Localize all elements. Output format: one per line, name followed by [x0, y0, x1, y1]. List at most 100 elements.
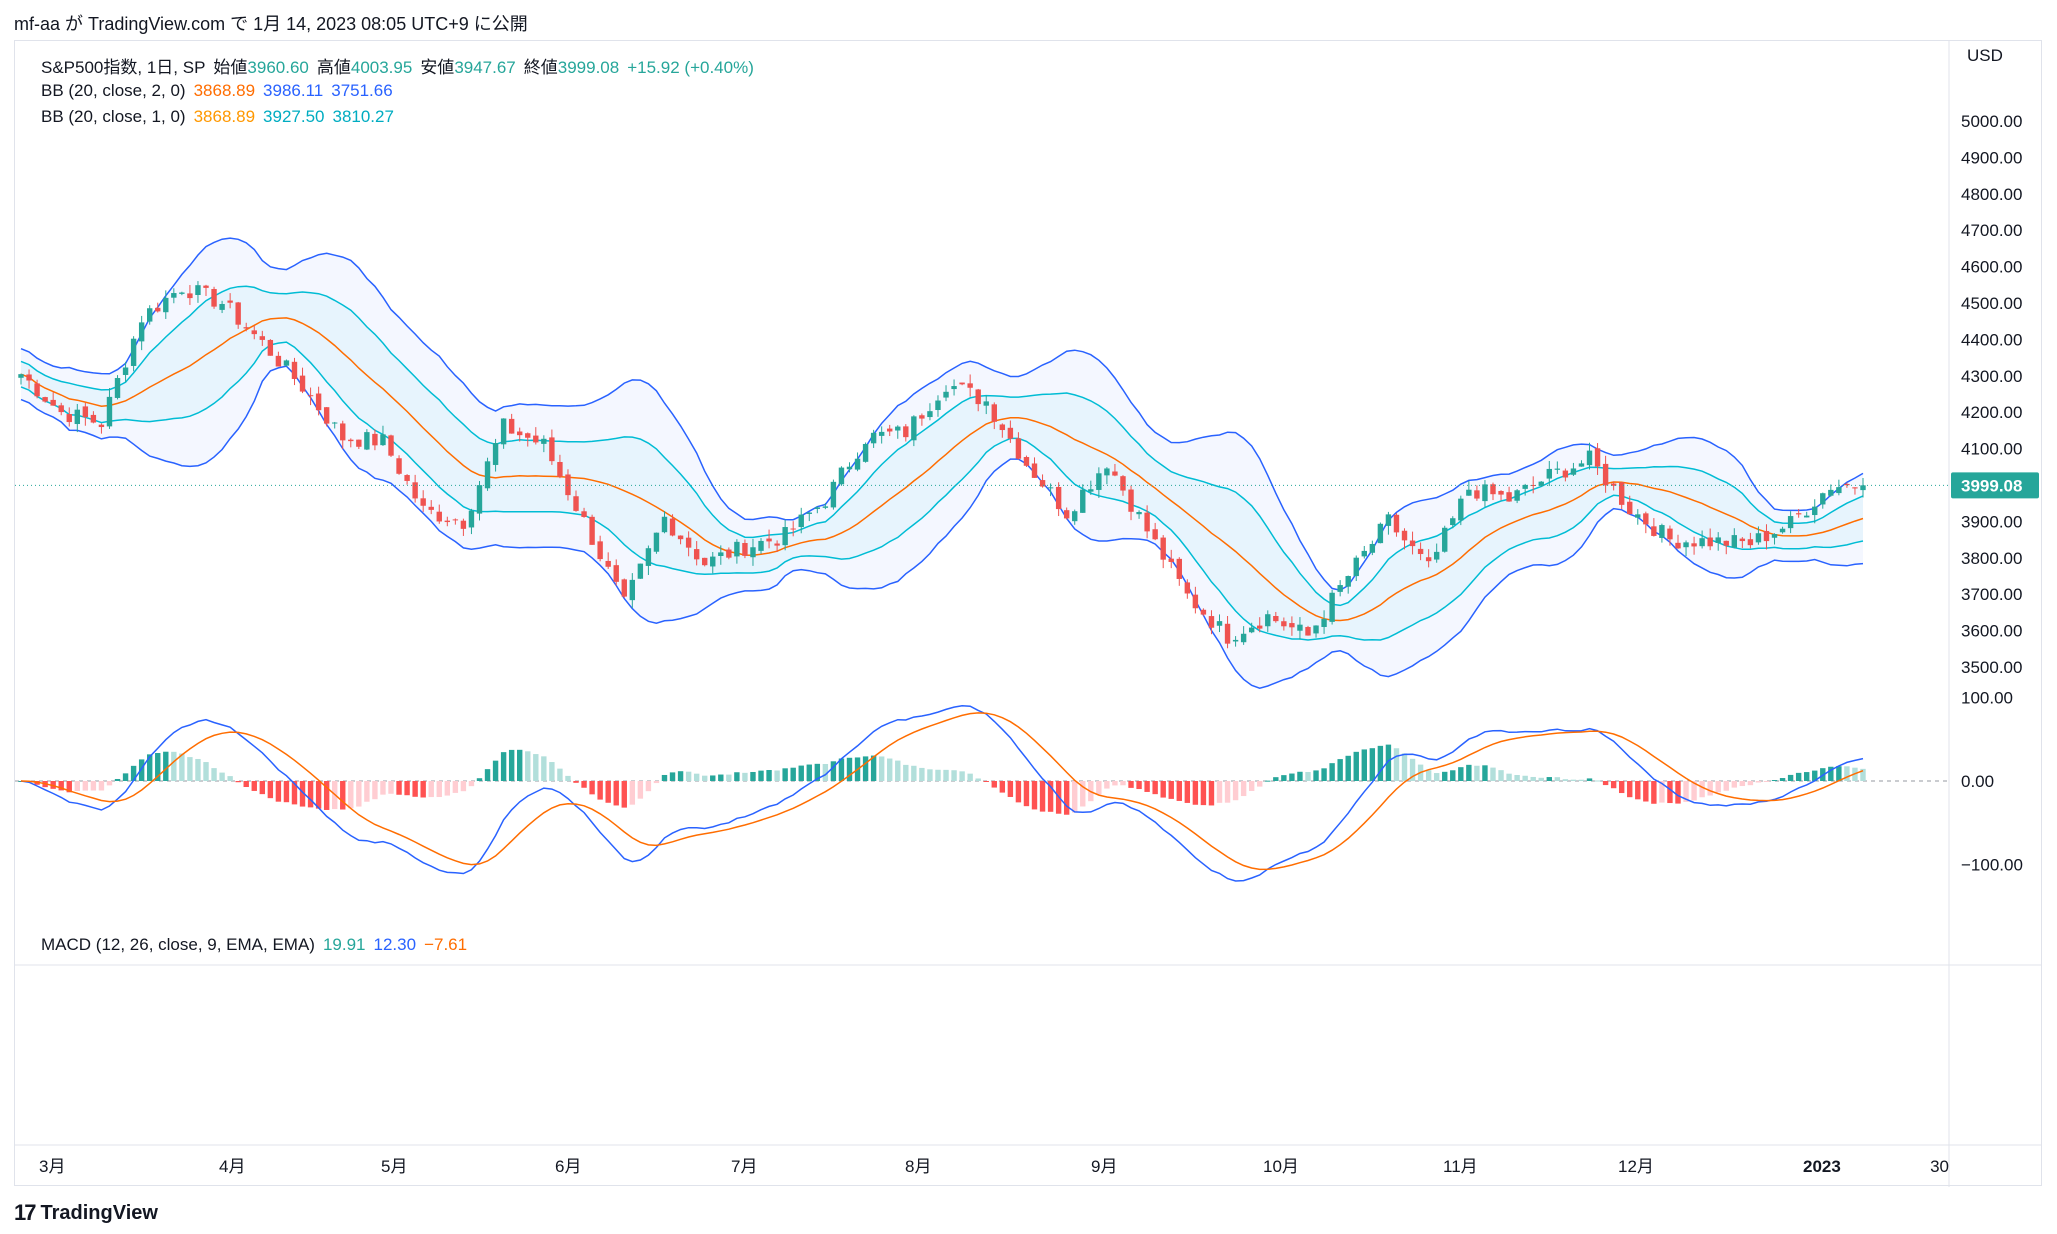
- macd-hist-bar: [605, 781, 611, 803]
- candle-body: [388, 435, 394, 456]
- candle-body: [1715, 537, 1721, 543]
- publish-header: mf-aa が TradingView.com で 1月 14, 2023 08…: [14, 14, 528, 34]
- macd-hist-bar: [1490, 767, 1496, 781]
- candle-body: [1240, 633, 1247, 643]
- chart-frame[interactable]: 3999.08 USD 5000.00 4900.00 4800.00 4700.00 46…: [14, 40, 2043, 1187]
- macd-hist-bar: [629, 781, 636, 805]
- candle-body: [1618, 482, 1625, 505]
- low-value: 3947.67: [454, 58, 516, 77]
- macd-hist-bar: [1755, 781, 1762, 783]
- macd-hist-bar: [372, 781, 378, 800]
- last-price-badge: [1951, 472, 2039, 499]
- macd-hist-bar: [661, 774, 668, 781]
- candle-body: [1651, 526, 1657, 536]
- macd-hist-bar: [1248, 781, 1255, 791]
- high-value: 4003.95: [350, 58, 413, 77]
- candle-body: [702, 557, 708, 566]
- price-tick-label: 4800.00: [1961, 185, 2022, 204]
- candle-body: [766, 538, 772, 542]
- macd-legend: MACD (12, 26, close, 9, EMA, EMA) 19.91 12…: [41, 935, 475, 955]
- candle-body: [1425, 557, 1432, 562]
- macd-hist-bar: [1787, 774, 1794, 781]
- candle-body: [1594, 448, 1601, 467]
- candle-body: [1200, 609, 1207, 615]
- candle-body: [621, 579, 627, 597]
- macd-hist-bar: [90, 781, 97, 791]
- candle-body: [726, 549, 732, 558]
- candle-body: [830, 481, 837, 508]
- candle-body: [26, 374, 32, 381]
- candle-body: [1562, 470, 1569, 478]
- chart-canvas[interactable]: 3999.08 USD 5000.00 4900.00 4800.00 4700.00 46…: [15, 41, 2043, 1187]
- price-tick-label: 4700.00: [1961, 221, 2022, 240]
- macd-hist-bar: [1474, 765, 1480, 781]
- macd-hist-bar: [710, 775, 716, 781]
- footer-brand[interactable]: 17 TradingView: [14, 1200, 158, 1226]
- candle-body: [50, 399, 56, 406]
- bb2-label[interactable]: BB (20, close, 2, 0): [41, 81, 186, 100]
- macd-hist-bar: [677, 771, 684, 781]
- candle-body: [340, 423, 346, 441]
- candle-body: [814, 507, 821, 509]
- macd-hist-bar: [1506, 773, 1512, 781]
- candle-body: [1691, 543, 1697, 547]
- price-tick-label: 4500.00: [1961, 294, 2022, 313]
- price-tick-label: 3600.00: [1961, 622, 2022, 641]
- macd-hist-bar: [155, 753, 161, 781]
- macd-label[interactable]: MACD (12, 26, close, 9, EMA, EMA): [41, 935, 315, 954]
- candle-body: [219, 304, 225, 310]
- candle-body: [1554, 468, 1561, 470]
- macd-hist-bar: [1699, 781, 1705, 798]
- candle-body: [323, 407, 330, 424]
- candle-body: [669, 518, 676, 536]
- macd-hist-bar: [1289, 773, 1295, 781]
- macd-hist-bar: [1216, 781, 1223, 803]
- macd-hist-value: 19.91: [322, 935, 366, 954]
- candle-body: [1072, 511, 1078, 522]
- candle-body: [1723, 540, 1729, 546]
- candle-body: [436, 511, 442, 522]
- candle-body: [1385, 514, 1392, 526]
- macd-hist-bar: [1562, 779, 1569, 781]
- candle-body: [525, 433, 531, 438]
- macd-hist-bar: [396, 781, 402, 795]
- macd-hist-bar: [1031, 781, 1038, 810]
- candle-body: [1257, 625, 1263, 629]
- candle-body: [597, 541, 603, 560]
- candle-body: [1538, 481, 1544, 486]
- time-tick-label: 3月: [39, 1157, 65, 1176]
- macd-tick-label: −100.00: [1961, 856, 2023, 875]
- candle-body: [653, 532, 660, 552]
- macd-hist-bar: [340, 781, 346, 810]
- macd-hist-bar: [919, 767, 925, 781]
- candle-body: [1023, 457, 1030, 466]
- macd-hist-bar: [130, 765, 137, 781]
- symbol-label[interactable]: S&P500指数, 1日, SP: [41, 58, 206, 77]
- macd-hist-bar: [348, 781, 354, 809]
- candle-body: [1361, 550, 1367, 557]
- candle-body: [1104, 468, 1110, 476]
- macd-hist-bar: [1635, 781, 1641, 800]
- macd-hist-bar: [388, 781, 394, 794]
- macd-hist-bar: [1104, 781, 1110, 789]
- time-tick-label: 8月: [905, 1157, 931, 1176]
- time-tick-label: 5月: [381, 1157, 407, 1176]
- bb1-lower-line: [20, 341, 1864, 641]
- macd-hist-bar: [460, 781, 467, 792]
- candle-body: [1779, 528, 1786, 533]
- macd-hist-bar: [171, 751, 177, 781]
- candle-body: [1739, 538, 1746, 542]
- macd-hist-bar: [790, 767, 796, 781]
- candle-body: [1860, 485, 1866, 491]
- macd-hist-bar: [1257, 781, 1263, 787]
- macd-hist-bar: [1063, 781, 1070, 815]
- candle-body: [1731, 535, 1738, 548]
- macd-hist-bar: [251, 781, 257, 791]
- macd-histogram: [18, 744, 1866, 815]
- candle-body: [943, 391, 949, 398]
- candle-body: [428, 506, 434, 510]
- macd-hist-bar: [1779, 778, 1786, 781]
- candle-body: [251, 330, 257, 335]
- macd-hist-bar: [750, 771, 756, 781]
- bb1-label[interactable]: BB (20, close, 1, 0): [41, 107, 186, 126]
